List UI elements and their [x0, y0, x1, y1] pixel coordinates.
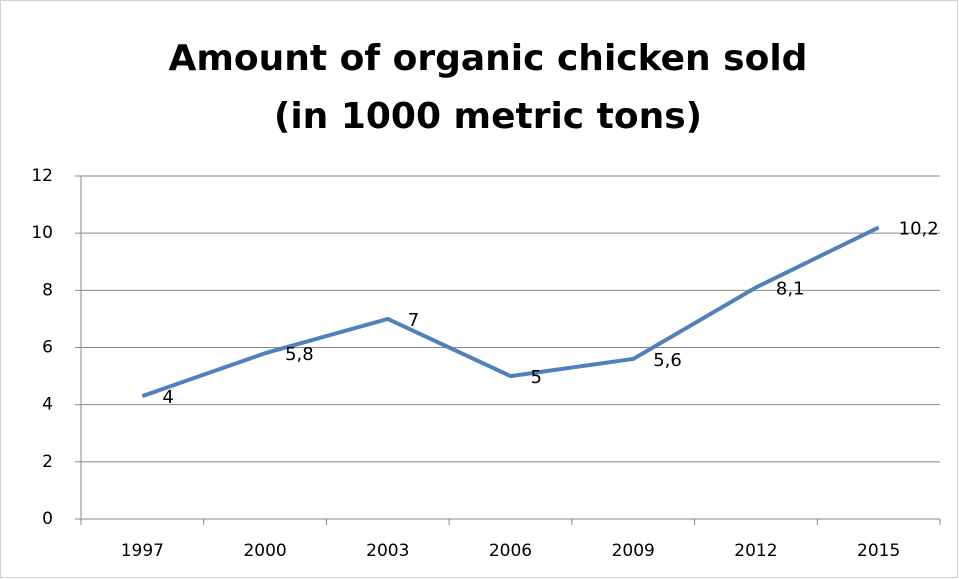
x-tick-label: 2009: [612, 541, 655, 561]
data-label: 5,8: [285, 344, 314, 365]
y-tick-label: 12: [31, 166, 53, 186]
x-tick-label: 2000: [243, 541, 286, 561]
chart-title: Amount of organic chicken sold: [169, 38, 808, 79]
chart-title: (in 1000 metric tons): [274, 96, 702, 137]
x-tick-label: 2006: [489, 541, 532, 561]
y-tick-label: 8: [42, 280, 53, 300]
y-tick-label: 10: [31, 223, 53, 243]
line-series: [141, 225, 880, 398]
data-label: 10,2: [899, 218, 939, 239]
x-tick-label: 2015: [857, 541, 900, 561]
data-label: 8,1: [776, 278, 805, 299]
data-label: 4: [162, 387, 173, 408]
data-label: 5,6: [653, 350, 682, 371]
x-tick-label: 1997: [121, 541, 164, 561]
y-tick-label: 4: [42, 395, 53, 415]
y-tick-label: 6: [42, 338, 53, 358]
data-label: 5: [531, 367, 542, 388]
data-label: 7: [408, 310, 419, 331]
x-tick-label: 2012: [734, 541, 777, 561]
y-tick-label: 0: [42, 509, 53, 529]
y-tick-label: 2: [42, 452, 53, 472]
x-tick-label: 2003: [366, 541, 409, 561]
